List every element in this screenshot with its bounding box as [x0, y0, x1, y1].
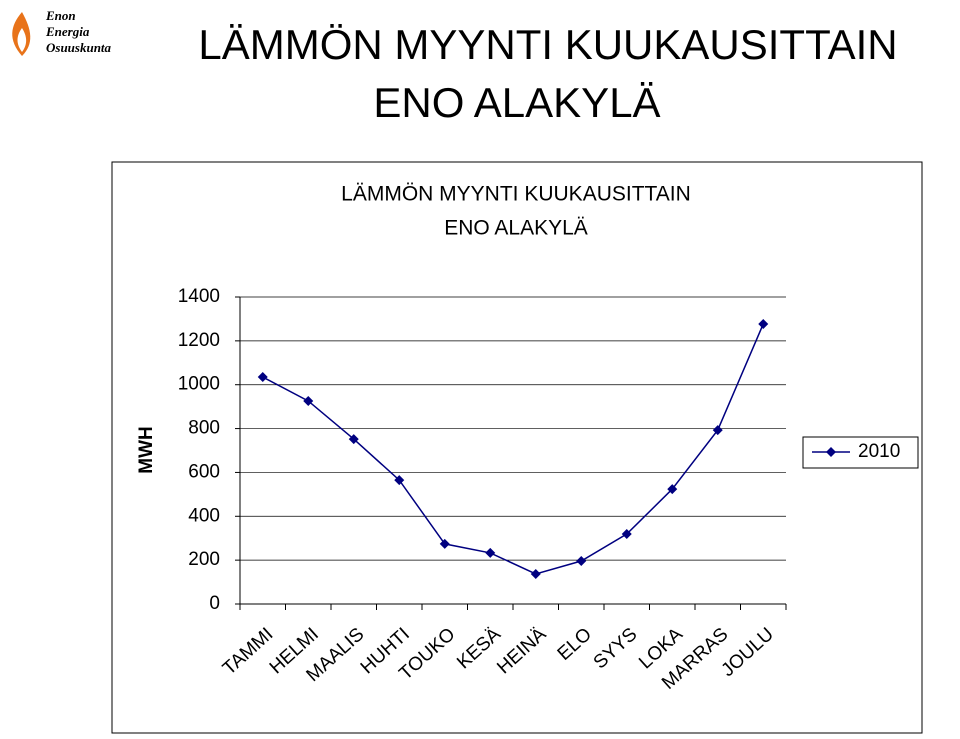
- marker: [303, 395, 314, 406]
- marker: [576, 556, 587, 567]
- logo-flame-inner: [17, 28, 27, 52]
- marker: [667, 484, 678, 495]
- x-tick-label: SYYS: [590, 624, 642, 674]
- marker: [348, 434, 359, 445]
- x-tick-label: JOULU: [718, 624, 778, 681]
- marker: [394, 475, 405, 486]
- marker: [758, 318, 769, 329]
- y-tick-label: 1200: [178, 330, 220, 351]
- legend-marker: [826, 447, 836, 457]
- slide-title: LÄMMÖN MYYNTI KUUKAUSITTAIN: [198, 21, 897, 68]
- marker: [439, 538, 450, 549]
- marker: [485, 547, 496, 558]
- marker: [530, 568, 541, 579]
- y-tick-label: 400: [188, 505, 220, 526]
- logo-text: Enon: [45, 8, 76, 23]
- y-axis-label: MWH: [136, 426, 157, 473]
- y-tick-label: 1000: [178, 374, 220, 395]
- chart-title: LÄMMÖN MYYNTI KUUKAUSITTAIN: [341, 183, 691, 206]
- line: [262, 323, 764, 575]
- logo: Enon Energia Osuuskunta: [12, 8, 112, 56]
- y-tick-label: 800: [188, 418, 220, 439]
- y-tick-label: 0: [209, 593, 220, 614]
- legend-label: 2010: [858, 441, 900, 462]
- slide-title: ENO ALAKYLÄ: [373, 79, 660, 126]
- y-tick-label: 1400: [178, 286, 220, 307]
- chart-frame: [111, 161, 923, 734]
- x-tick-label: TAMMI: [219, 624, 278, 680]
- logo-text: Osuuskunta: [46, 40, 112, 55]
- marker: [621, 529, 632, 540]
- marker: [712, 425, 723, 436]
- chart-title: ENO ALAKYLÄ: [444, 217, 588, 240]
- x-tick-label: HEINÄ: [493, 624, 550, 679]
- y-tick-label: 600: [188, 461, 220, 482]
- marker: [257, 372, 268, 383]
- y-tick-label: 200: [188, 549, 220, 570]
- logo-text: Energia: [45, 24, 90, 39]
